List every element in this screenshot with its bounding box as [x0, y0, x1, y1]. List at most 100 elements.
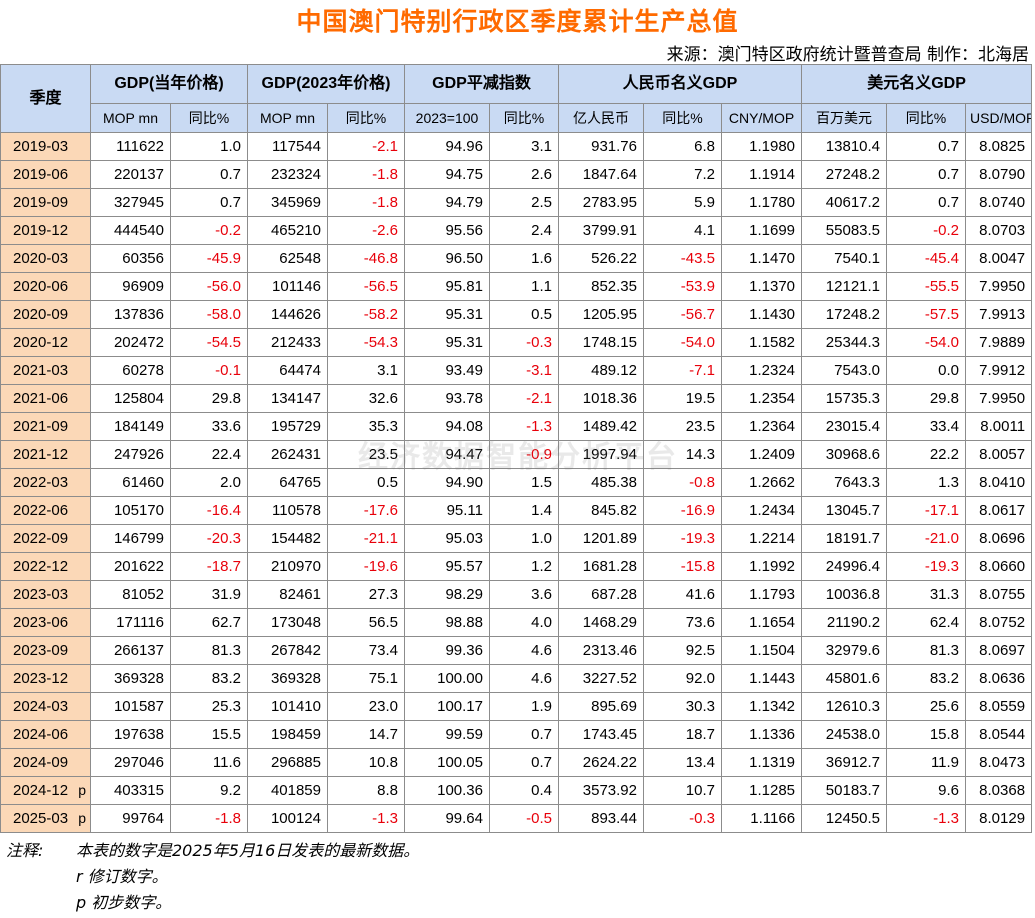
table-cell: 0.7 [170, 160, 248, 189]
table-cell: -58.0 [170, 300, 248, 329]
quarter-cell: 2022-12 [0, 552, 91, 581]
table-cell: 75.1 [327, 664, 405, 693]
unit-header: 同比% [327, 103, 405, 133]
table-cell: 267842 [247, 636, 328, 665]
table-cell: 1.1370 [720, 272, 803, 301]
quarter-label: 2023-09 [13, 642, 69, 659]
table-cell: 81.3 [886, 636, 967, 665]
table-cell: 94.08 [404, 412, 490, 441]
table-cell: 1.1285 [720, 776, 803, 805]
table-cell: 3227.52 [558, 664, 644, 693]
table-cell: -1.3 [327, 804, 405, 833]
table-row: 2024-06 197638 15.5 198459 14.7 99.59 0.7 1743.… [0, 720, 1033, 749]
table-cell: -0.3 [643, 804, 722, 833]
quarter-cell: 2023-09 [0, 636, 91, 665]
table-cell: 1.1793 [720, 580, 803, 609]
table-cell: 1.6 [489, 244, 559, 273]
table-cell: 0.7 [489, 748, 559, 777]
table-cell: 95.11 [404, 496, 490, 525]
quarter-cell: 2019-12 [0, 216, 91, 245]
quarter-cell: 2019-03 [0, 132, 91, 161]
table-row: 2020-03 60356 -45.9 62548 -46.8 96.50 1.6 526.2… [0, 244, 1033, 273]
table-cell: 27.3 [327, 580, 405, 609]
table-cell: 7643.3 [801, 468, 888, 497]
table-cell: 6.8 [643, 132, 722, 161]
table-cell: -16.4 [170, 496, 248, 525]
quarter-cell: 2020-09 [0, 300, 91, 329]
table-cell: 25344.3 [801, 328, 888, 357]
table-cell: 1201.89 [558, 524, 644, 553]
table-cell: 94.47 [404, 440, 490, 469]
table-row: 2021-12 247926 22.4 262431 23.5 94.47 -0.9 1997… [0, 440, 1033, 469]
table-cell: -3.1 [489, 356, 559, 385]
group-header-gdp-current: GDP(当年价格) [90, 64, 248, 104]
quarter-label: 2019-09 [13, 194, 69, 211]
table-cell: 2.4 [489, 216, 559, 245]
table-cell: 845.82 [558, 496, 644, 525]
table-cell: 100.00 [404, 664, 490, 693]
table-cell: 55083.5 [801, 216, 888, 245]
source-credit: 来源：澳门特区政府统计暨普查局 制作：北海居 [666, 45, 1029, 65]
table-cell: 247926 [90, 440, 171, 469]
table-cell: 83.2 [170, 664, 248, 693]
table-cell: 134147 [247, 384, 328, 413]
table-cell: 369328 [90, 664, 171, 693]
table-cell: 33.6 [170, 412, 248, 441]
table-cell: 12450.5 [801, 804, 888, 833]
table-cell: 212433 [247, 328, 328, 357]
table-cell: -54.5 [170, 328, 248, 357]
table-cell: 1748.15 [558, 328, 644, 357]
table-cell: 1.1342 [720, 692, 803, 721]
table-cell: 21190.2 [801, 608, 888, 637]
table-cell: 210970 [247, 552, 328, 581]
table-row: 2020-09 137836 -58.0 144626 -58.2 95.31 0.5 120… [0, 300, 1033, 329]
table-cell: -45.4 [886, 244, 967, 273]
unit-header: 2023=100 [404, 103, 490, 133]
table-cell: 8.0636 [965, 664, 1033, 693]
table-cell: 202472 [90, 328, 171, 357]
quarter-cell: 2021-03 [0, 356, 91, 385]
quarter-label: 2022-06 [13, 502, 69, 519]
table-cell: 101146 [247, 272, 328, 301]
table-cell: 100.36 [404, 776, 490, 805]
table-cell: 3.6 [489, 580, 559, 609]
table-cell: 9.6 [886, 776, 967, 805]
table-cell: -1.3 [489, 412, 559, 441]
table-cell: 1.1166 [720, 804, 803, 833]
table-cell: 232324 [247, 160, 328, 189]
table-cell: 8.0057 [965, 440, 1033, 469]
table-row: 2025-03 p 99764 -1.8 100124 -1.3 99.64 -0.5 893.… [0, 804, 1033, 833]
table-cell: 1.0 [170, 132, 248, 161]
quarter-label: 2019-06 [13, 166, 69, 183]
table-cell: 94.79 [404, 188, 490, 217]
group-header-deflator: GDP平减指数 [404, 64, 559, 104]
table-cell: 111622 [90, 132, 171, 161]
table-cell: 24996.4 [801, 552, 888, 581]
table-cell: 98.29 [404, 580, 490, 609]
table-cell: -2.1 [327, 132, 405, 161]
table-cell: 7543.0 [801, 356, 888, 385]
table-cell: 1.2409 [720, 440, 803, 469]
table-cell: 0.7 [886, 188, 967, 217]
table-cell: -15.8 [643, 552, 722, 581]
quarter-cell: 2023-03 [0, 580, 91, 609]
table-cell: 3.1 [489, 132, 559, 161]
table-cell: 7.9913 [965, 300, 1033, 329]
table-cell: 0.7 [170, 188, 248, 217]
table-cell: 99.64 [404, 804, 490, 833]
table-cell: 201622 [90, 552, 171, 581]
table-cell: 173048 [247, 608, 328, 637]
table-row: 2022-09 146799 -20.3 154482 -21.1 95.03 1.0 120… [0, 524, 1033, 553]
quarter-cell: 2023-12 [0, 664, 91, 693]
table-cell: 195729 [247, 412, 328, 441]
table-row: 2019-06 220137 0.7 232324 -1.8 94.75 2.6 1847.6… [0, 160, 1033, 189]
table-cell: 8.0617 [965, 496, 1033, 525]
table-cell: 1.1654 [720, 608, 803, 637]
table-cell: 1205.95 [558, 300, 644, 329]
unit-header: MOP mn [247, 103, 328, 133]
table-cell: 32979.6 [801, 636, 888, 665]
quarter-cell: 2019-06 [0, 160, 91, 189]
table-cell: 33.4 [886, 412, 967, 441]
table-cell: 40617.2 [801, 188, 888, 217]
table-cell: 931.76 [558, 132, 644, 161]
